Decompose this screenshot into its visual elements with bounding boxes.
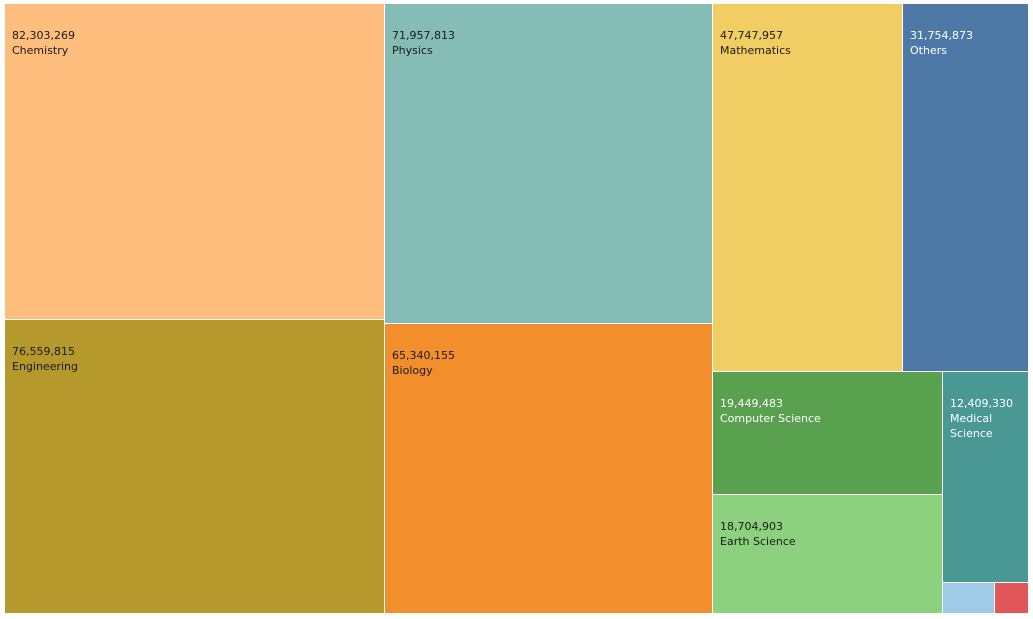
tile-value-label: 19,449,483 [720,397,783,410]
tile-biology[interactable]: 65,340,155 Biology [385,324,712,613]
tile-mathematics[interactable]: 47,747,957 Mathematics [713,4,902,371]
tile-category-label: Chemistry [12,44,69,57]
tile-category-label: Physics [392,44,433,57]
tile-unlabeled-10[interactable] [995,583,1028,613]
tile-category-label: Engineering [12,360,78,373]
tile-value-label: 65,340,155 [392,349,455,362]
tile-value-label: 82,303,269 [12,29,75,42]
tile-physics[interactable]: 71,957,813 Physics [385,4,712,323]
tile-chemistry[interactable]: 82,303,269 Chemistry [5,4,384,319]
tile-value-label: 47,747,957 [720,29,783,42]
tile-category-label: Others [910,44,947,57]
tile-computer-science[interactable]: 19,449,483 Computer Science [713,372,942,494]
tile-category-label: Earth Science [720,535,796,548]
tile-others[interactable]: 31,754,873 Others [903,4,1028,371]
tile-engineering[interactable]: 76,559,815 Engineering [5,320,384,613]
tile-value-label: 31,754,873 [910,29,973,42]
tile-value-label: 71,957,813 [392,29,455,42]
tile-value-label: 18,704,903 [720,520,783,533]
tile-medical-science[interactable]: 12,409,330 Medical Science [943,372,1028,582]
tile-value-label: 76,559,815 [12,345,75,358]
tile-earth-science[interactable]: 18,704,903 Earth Science [713,495,942,613]
tile-category-label: Biology [392,364,433,377]
tile-category-label: Computer Science [720,412,821,425]
tile-category-label: Mathematics [720,44,791,57]
tile-value-label: 12,409,330 [950,397,1013,410]
tile-unlabeled-9[interactable] [943,583,994,613]
tile-category-label: Medical Science [950,412,993,440]
